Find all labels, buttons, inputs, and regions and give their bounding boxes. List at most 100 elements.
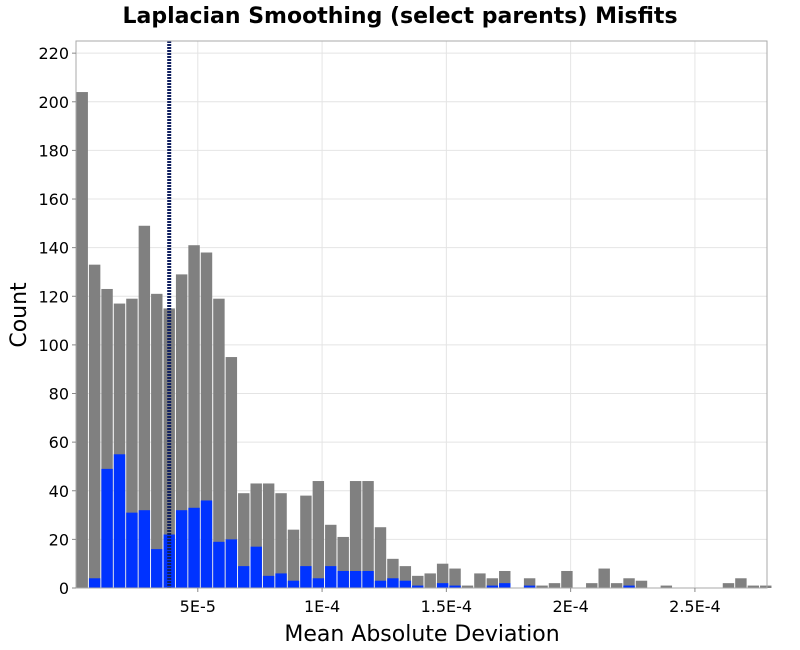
histogram-bar-gray <box>424 573 436 588</box>
bars <box>76 92 772 589</box>
histogram-bar-blue <box>275 573 287 588</box>
x-axis-label: Mean Absolute Deviation <box>284 622 559 647</box>
chart-title: Laplacian Smoothing (select parents) Mis… <box>122 4 677 29</box>
histogram-bar-gray <box>374 527 387 588</box>
histogram-bar-gray <box>188 245 200 589</box>
histogram-bar-gray <box>635 580 648 588</box>
y-tick-label: 200 <box>38 93 69 112</box>
histogram-bar-gray <box>300 495 312 588</box>
histogram-bar-gray <box>76 92 88 588</box>
histogram-bar-gray <box>486 578 499 588</box>
y-tick-label: 100 <box>38 336 69 355</box>
histogram-bar-gray <box>436 563 449 588</box>
histogram-bar-blue <box>188 507 200 588</box>
histogram-bar-gray <box>660 585 673 588</box>
histogram-bar-blue <box>436 583 449 588</box>
histogram-bar-blue <box>300 566 312 588</box>
histogram-bar-blue <box>88 578 101 588</box>
histogram-bar-gray <box>138 225 151 588</box>
histogram-bar-blue <box>325 566 337 588</box>
x-tick-label: 1E-4 <box>304 597 340 616</box>
histogram-bar-blue <box>623 585 635 588</box>
histogram-bar-gray <box>362 481 374 588</box>
histogram-bar-gray <box>175 274 188 588</box>
y-tick-label: 180 <box>38 141 69 160</box>
y-tick-label: 160 <box>38 190 69 209</box>
histogram-bar-gray <box>586 583 598 588</box>
y-tick-label: 0 <box>59 579 69 598</box>
histogram-bar-blue <box>374 580 387 588</box>
histogram-bar-gray <box>113 303 126 588</box>
histogram-bar-gray <box>151 293 163 588</box>
y-tick-label: 120 <box>38 287 69 306</box>
histogram-bar-blue <box>250 546 262 588</box>
histogram-bar-blue <box>387 578 399 588</box>
histogram-bar-gray <box>499 570 511 588</box>
histogram-bar-gray <box>722 583 735 588</box>
histogram-bar-gray <box>349 481 362 588</box>
histogram-bar-gray <box>238 493 250 588</box>
y-axis-label: Count <box>7 282 32 348</box>
y-tick-label: 80 <box>49 385 69 404</box>
histogram-bar-gray <box>536 585 548 588</box>
histogram-bar-gray <box>312 481 325 588</box>
histogram-bar-blue <box>486 585 499 588</box>
histogram-bar-blue <box>412 585 424 588</box>
histogram-bar-blue <box>337 570 349 588</box>
histogram-bar-blue <box>262 575 275 588</box>
histogram-bar-blue <box>138 510 151 588</box>
histogram-bar-gray <box>325 524 337 588</box>
x-tick-label: 5E-5 <box>180 597 216 616</box>
x-tick-label: 1.5E-4 <box>421 597 473 616</box>
x-tick-label: 2E-4 <box>553 597 589 616</box>
histogram-bar-blue <box>399 580 412 588</box>
y-tick-label: 40 <box>49 482 69 501</box>
histogram-bar-gray <box>101 288 113 588</box>
histogram-bar-gray <box>225 357 238 588</box>
histogram-bar-blue <box>113 454 126 588</box>
histogram-bar-blue <box>175 510 188 588</box>
histogram-bar-blue <box>213 541 225 588</box>
histogram-bar-blue <box>287 580 300 588</box>
histogram-bar-blue <box>499 583 511 588</box>
histogram-bar-gray <box>548 583 561 588</box>
histogram-bar-blue <box>449 585 461 588</box>
histogram-bar-gray <box>213 298 225 588</box>
histogram-bar-blue <box>101 468 113 588</box>
histogram-bar-gray <box>561 570 573 588</box>
histogram-bar-blue <box>126 512 138 588</box>
y-axis-ticks: 0 20 40 60 80 100 120 140 160 180 200 220 <box>38 44 76 598</box>
histogram-bar-gray <box>610 583 623 588</box>
histogram-bar-blue <box>523 585 536 588</box>
y-tick-label: 140 <box>38 239 69 258</box>
histogram-bar-gray <box>250 483 262 588</box>
plot-frame <box>75 40 768 589</box>
histogram-bar-blue <box>238 566 250 588</box>
histogram-bar-gray <box>275 493 287 588</box>
x-tick-label: 2.5E-4 <box>669 597 721 616</box>
histogram-bar-gray <box>200 252 213 589</box>
histogram-bar-gray <box>262 483 275 588</box>
histogram-bar-gray <box>163 308 175 588</box>
histogram-bar-gray <box>747 585 760 588</box>
histogram-bar-blue <box>349 570 362 588</box>
histogram-bar-gray <box>287 529 300 588</box>
histogram-bar-blue <box>225 539 238 588</box>
histogram-bar-gray <box>126 298 138 588</box>
histogram-bar-gray <box>449 568 461 588</box>
histogram-bar-gray <box>623 578 635 588</box>
histogram-bar-gray <box>760 585 772 588</box>
x-axis-ticks: 5E-5 1E-4 1.5E-4 2E-4 2.5E-4 <box>180 588 721 616</box>
histogram-bar-gray <box>461 585 474 588</box>
histogram-bar-gray <box>387 558 399 588</box>
histogram-bar-gray <box>88 264 101 588</box>
histogram-bar-blue <box>151 549 163 588</box>
histogram-bar-gray <box>598 568 610 588</box>
histogram-bar-gray <box>399 566 412 588</box>
histogram-bar-blue <box>200 500 213 588</box>
histogram-bar-gray <box>474 573 486 588</box>
histogram-bar-gray <box>412 575 424 588</box>
y-tick-label: 220 <box>38 44 69 63</box>
histogram-bar-gray <box>735 578 747 588</box>
